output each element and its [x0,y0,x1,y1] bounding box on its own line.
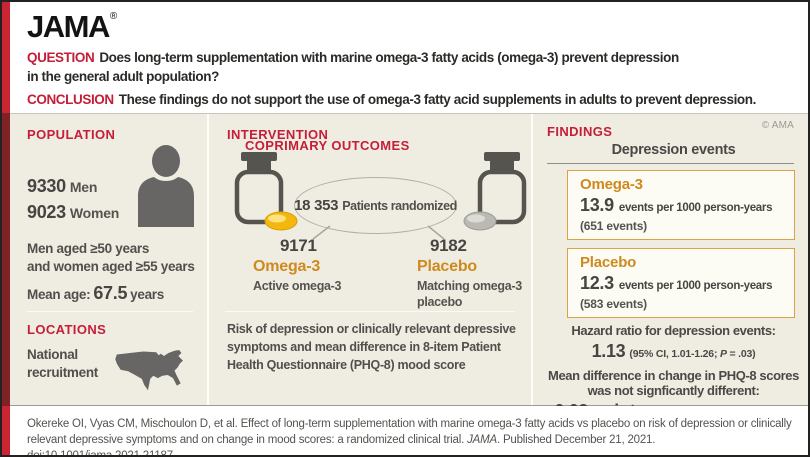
placebo-result-name: Placebo [580,254,637,271]
citation-text-before: Okereke OI, Vyas CM, Mischoulon D, et al… [27,418,792,446]
placebo-arm-name: Placebo [417,258,477,275]
locations-text: National recruitment [27,347,98,380]
hazard-ratio-value-line: 1.13 (95% CI, 1.01-1.26; P = .03) [547,340,800,365]
mean-difference-label: Mean difference in change in PHQ-8 score… [547,368,800,399]
outcomes-heading: COPRIMARY OUTCOMES [245,138,410,153]
placebo-event-count: (583 events) [580,297,647,311]
randomized-count: 18 353 [294,197,339,214]
column-divider-2 [531,114,533,405]
omega3-rate-unit: events per 1000 person-years [618,202,773,214]
placebo-rate-unit: events per 1000 person-years [618,280,773,292]
accent-bar-bottom [2,406,10,455]
outcomes-text: Risk of depression or clinically relevan… [227,322,516,372]
connector-lines [312,225,445,240]
question-label: QUESTION [27,50,95,65]
conclusion-text: These findings do not support the use of… [118,92,757,107]
men-count: 9330 Men [27,174,119,200]
intervention-section: INTERVENTION [209,114,531,405]
pill-bottle-omega3-icon [234,152,298,231]
mean-difference-label-line1: Mean difference in change in PHQ-8 score… [548,367,799,383]
placebo-rate-line: 12.3 events per 1000 person-years [580,272,786,297]
registered-mark: ® [109,11,118,22]
copyright-notice: © AMA [761,120,794,131]
placebo-arm: 9182 Placebo Matching omega-3 placebo [417,235,547,310]
age-criteria-line1: Men aged ≥50 years [27,241,150,256]
intervention-outcomes-divider [225,311,515,312]
mean-age-unit: years [130,287,164,302]
jama-logo-text: JAMA [27,9,110,44]
hazard-ratio-ci: (95% CI, 1.01-1.26; P = .03) [629,348,755,360]
findings-subtitle: Depression events [611,142,736,158]
header: JAMA® QUESTION Does long-term supplementa… [10,2,808,113]
women-count-label: Women [69,205,120,221]
hazard-ratio-ci-prefix: (95% CI, 1.01-1.26; [629,347,720,360]
population-row: 9330 Men 9023 Women [27,143,201,227]
population-section: POPULATION 9330 Men 9023 Women Men aged ≥5… [10,114,207,405]
omega3-arm-description: Active omega-3 [253,279,342,293]
randomization-ellipse: 18 353 Patients randomized [294,177,457,234]
omega3-capsule-icon [264,211,298,231]
placebo-rate-value: 12.3 [580,273,614,293]
conclusion-label: CONCLUSION [27,92,114,107]
age-criteria-line2: and women aged ≥55 years [27,259,195,274]
hazard-ratio-p-label: P [719,347,727,360]
findings-section: © AMA FINDINGS Depression events Omega-3… [533,114,808,421]
locations-heading: LOCATIONS [27,322,107,337]
men-count-label: Men [69,179,98,195]
main-content: POPULATION 9330 Men 9023 Women Men aged ≥5… [10,113,808,421]
question-text-line1: Does long-term supplementation with mari… [99,50,679,65]
hazard-ratio-label: Hazard ratio for depression events: [571,323,776,338]
footer: Okereke OI, Vyas CM, Mischoulon D, et al… [10,406,808,455]
placebo-capsule-icon [463,211,497,231]
findings-heading: FINDINGS [547,124,613,139]
person-icon [138,145,195,227]
population-locations-divider [27,311,193,312]
omega3-arm-count: 9171 [280,236,317,255]
omega3-event-count: (651 events) [580,219,647,233]
pill-bottle-placebo-icon [463,152,527,231]
omega3-rate-value: 13.9 [580,195,614,215]
omega3-arm-name: Omega-3 [253,258,321,275]
population-heading: POPULATION [27,127,116,142]
omega3-result-box: Omega-3 13.9 events per 1000 person-years… [567,170,795,240]
randomization-diagram: INTERVENTION [209,114,531,311]
randomized-label: Patients randomized [342,198,457,213]
us-map-icon [115,349,183,391]
locations-row: National recruitment [27,346,201,396]
citation: Okereke OI, Vyas CM, Mischoulon D, et al… [27,416,792,457]
placebo-arm-count: 9182 [430,236,467,255]
mean-age-value: 67.5 [93,283,128,303]
women-count: 9023 Women [27,200,119,226]
citation-journal: JAMA [467,434,497,446]
conclusion-paragraph: CONCLUSION These findings do not support … [27,90,789,109]
question-paragraph: QUESTION Does long-term supplementation w… [27,48,789,86]
question-text-line2: in the general adult population? [27,69,219,84]
women-count-value: 9023 [27,202,66,222]
placebo-arm-description: Matching omega-3 placebo [417,279,522,309]
placebo-result-box: Placebo 12.3 events per 1000 person-years… [567,248,795,318]
mean-age: Mean age: 67.5 years [27,284,201,304]
population-counts: 9330 Men 9023 Women [27,143,119,227]
accent-bar-middle [2,113,10,406]
findings-subtitle-rule [547,163,794,164]
intervention-heading: INTERVENTION [227,127,329,142]
mean-age-label: Mean age: [27,287,91,302]
jama-logo: JAMA® [27,9,117,45]
men-count-value: 9330 [27,176,66,196]
mean-difference-label-line2: was not signficantly different: [587,383,760,398]
omega3-arm: 9171 Omega-3 Active omega-3 [253,235,342,294]
omega3-result-name: Omega-3 [580,176,643,193]
column-divider-1 [207,114,209,405]
omega3-rate-line: 13.9 events per 1000 person-years [580,194,786,219]
citation-text-after: . Published December 21, 2021. doi:10.10… [27,434,656,457]
age-criteria: Men aged ≥50 years and women aged ≥55 ye… [27,240,201,276]
hazard-ratio-p-value: = .03) [726,347,756,360]
accent-bar-top [2,2,10,113]
hazard-ratio-value: 1.13 [591,340,626,361]
